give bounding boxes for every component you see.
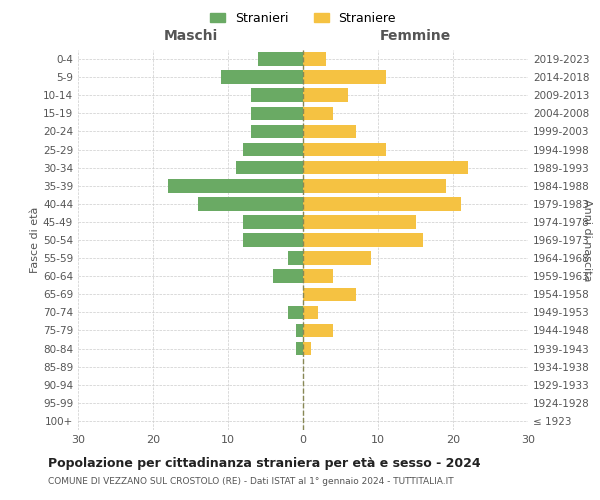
Bar bbox=[243, 215, 303, 228]
Bar bbox=[303, 52, 325, 66]
Text: Femmine: Femmine bbox=[380, 29, 451, 43]
Text: COMUNE DI VEZZANO SUL CROSTOLO (RE) - Dati ISTAT al 1° gennaio 2024 - TUTTITALIA: COMUNE DI VEZZANO SUL CROSTOLO (RE) - Da… bbox=[48, 478, 454, 486]
Bar bbox=[273, 270, 303, 283]
Bar bbox=[303, 342, 311, 355]
Bar bbox=[243, 233, 303, 247]
Y-axis label: Fasce di età: Fasce di età bbox=[30, 207, 40, 273]
Bar bbox=[303, 106, 333, 120]
Bar bbox=[303, 197, 461, 210]
Bar bbox=[221, 70, 303, 84]
Text: Popolazione per cittadinanza straniera per età e sesso - 2024: Popolazione per cittadinanza straniera p… bbox=[48, 458, 481, 470]
Bar bbox=[168, 179, 303, 192]
Bar bbox=[258, 52, 303, 66]
Bar bbox=[303, 142, 386, 156]
Bar bbox=[235, 161, 303, 174]
Bar bbox=[296, 342, 303, 355]
Bar bbox=[288, 306, 303, 319]
Bar bbox=[296, 324, 303, 338]
Bar bbox=[303, 88, 348, 102]
Bar bbox=[303, 233, 423, 247]
Bar bbox=[251, 88, 303, 102]
Bar bbox=[198, 197, 303, 210]
Bar bbox=[303, 288, 355, 301]
Bar bbox=[303, 306, 318, 319]
Bar bbox=[303, 324, 333, 338]
Bar bbox=[303, 215, 415, 228]
Bar bbox=[303, 270, 333, 283]
Bar bbox=[303, 70, 386, 84]
Bar bbox=[251, 106, 303, 120]
Bar bbox=[303, 124, 355, 138]
Bar bbox=[303, 179, 445, 192]
Bar bbox=[288, 252, 303, 265]
Bar bbox=[243, 142, 303, 156]
Text: Maschi: Maschi bbox=[163, 29, 218, 43]
Bar bbox=[303, 252, 371, 265]
Bar bbox=[303, 161, 468, 174]
Legend: Stranieri, Straniere: Stranieri, Straniere bbox=[205, 7, 401, 30]
Bar bbox=[251, 124, 303, 138]
Y-axis label: Anni di nascita: Anni di nascita bbox=[583, 198, 592, 281]
